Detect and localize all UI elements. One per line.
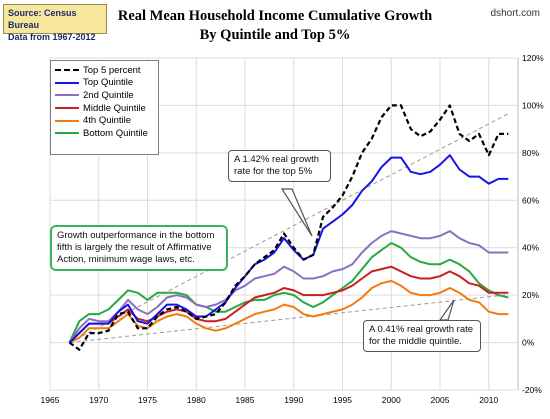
legend-swatch (55, 69, 79, 72)
x-tick-label: 1980 (187, 395, 206, 405)
x-tick-label: 2010 (479, 395, 498, 405)
legend-label: 2nd Quintile (83, 89, 134, 101)
y-tick-label: 40% (522, 243, 539, 253)
legend-item-bottom-quintile: Bottom Quintile (55, 127, 158, 140)
x-tick-label: 1970 (89, 395, 108, 405)
x-tick-label: 1985 (236, 395, 255, 405)
legend-swatch (55, 119, 79, 122)
series-line-bottom-quintile (68, 242, 509, 344)
legend-label: 4th Quintile (83, 115, 132, 127)
x-tick-label: 2000 (382, 395, 401, 405)
legend-swatch (55, 81, 79, 84)
legend-swatch (55, 132, 79, 135)
y-tick-label: 0% (522, 338, 535, 348)
y-tick-label: -20% (522, 385, 542, 395)
x-tick-label: 1995 (333, 395, 352, 405)
y-tick-label: 80% (522, 148, 539, 158)
y-tick-label: 20% (522, 290, 539, 300)
legend-item-4th-quintile: 4th Quintile (55, 114, 158, 127)
legend-label: Bottom Quintile (83, 127, 148, 139)
brand-label: dshort.com (490, 8, 540, 19)
y-tick-label: 60% (522, 195, 539, 205)
series-line-2nd-quintile (68, 230, 509, 344)
series-line-middle-quintile (68, 265, 509, 344)
chart-legend: Top 5 percent Top Quintile 2nd Quintile … (50, 60, 159, 155)
legend-item-top-quintile: Top Quintile (55, 77, 158, 90)
x-tick-label: 1965 (41, 395, 60, 405)
legend-label: Top Quintile (83, 77, 134, 89)
top5-growth-callout: A 1.42% real growth rate for the top 5% (228, 150, 331, 182)
series-line-4th-quintile (69, 279, 509, 344)
x-tick-label: 2005 (431, 395, 450, 405)
middle-growth-callout: A 0.41% real growth rate for the middle … (363, 320, 481, 352)
x-tick-label: 1975 (138, 395, 157, 405)
chart-subtitle: By Quintile and Top 5% (199, 27, 351, 43)
legend-label: Top 5 percent (83, 64, 141, 76)
legend-label: Middle Quintile (83, 102, 146, 114)
series-line-top-5-percent (68, 104, 509, 351)
x-tick-label: 1990 (284, 395, 303, 405)
outperformance-callout: Growth outperformance in the bottom fift… (50, 225, 228, 271)
top5-callout-pointer (280, 188, 313, 237)
source-badge: Source: Census Bureau Data from 1967-201… (3, 4, 107, 42)
y-tick-label: 100% (522, 100, 544, 110)
chart-title: Real Mean Household Income Cumulative Gr… (117, 8, 433, 24)
top5-trend-line (69, 113, 509, 344)
legend-item-middle-quintile: Middle Quintile (55, 102, 158, 115)
series-line-top-quintile (68, 154, 509, 344)
legend-swatch (55, 94, 79, 97)
source-line-2: Data from 1967-2012 (8, 32, 96, 42)
legend-item-top5: Top 5 percent (55, 64, 158, 77)
legend-swatch (55, 107, 79, 110)
middle-trend-line (69, 294, 509, 344)
y-tick-label: 120% (522, 53, 544, 63)
legend-item-2nd-quintile: 2nd Quintile (55, 89, 158, 102)
source-line-1: Source: Census Bureau (8, 8, 77, 30)
